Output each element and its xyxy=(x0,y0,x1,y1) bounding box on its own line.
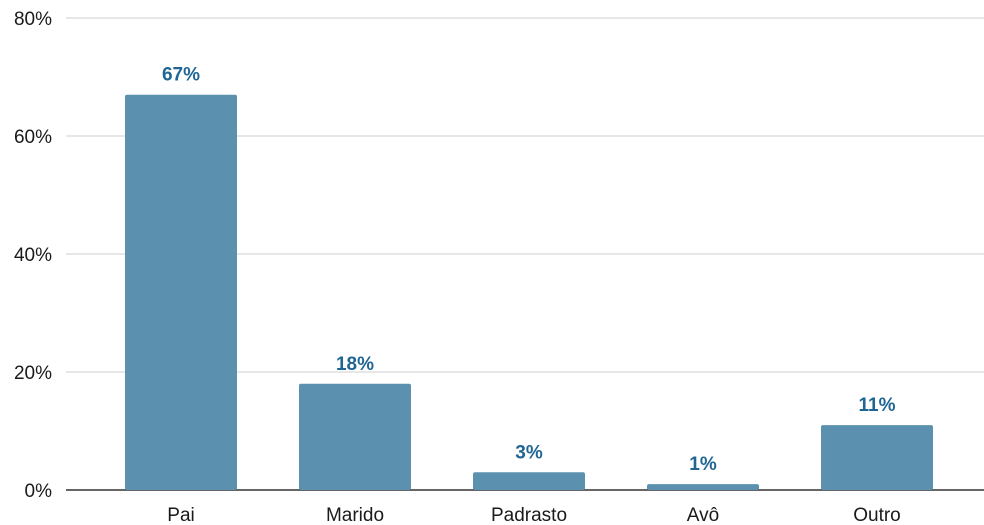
bar-avô xyxy=(647,484,759,490)
y-tick-label: 60% xyxy=(14,127,52,148)
data-label: 18% xyxy=(336,354,374,375)
y-tick-label: 80% xyxy=(14,9,52,30)
x-tick-label: Padrasto xyxy=(491,505,567,525)
labels-layer: 0% 20% 40% 60% 80% 67% Pai 18% Marido 3% Padrasto 1… xyxy=(14,9,901,525)
bar-outro xyxy=(821,425,933,490)
data-label: 3% xyxy=(515,442,543,463)
y-tick-label: 0% xyxy=(25,481,53,502)
x-tick-label: Outro xyxy=(853,505,901,525)
bar-pai xyxy=(125,94,237,490)
data-label: 67% xyxy=(162,65,200,86)
y-tick-label: 20% xyxy=(14,363,52,384)
bar-marido xyxy=(299,383,411,490)
bars-layer xyxy=(125,94,933,490)
bar-padrasto xyxy=(473,472,585,490)
x-tick-label: Pai xyxy=(167,505,194,525)
x-tick-label: Marido xyxy=(326,505,384,525)
x-tick-label: Avô xyxy=(687,505,719,525)
y-tick-label: 40% xyxy=(14,245,52,266)
data-label: 1% xyxy=(689,454,717,475)
data-label: 11% xyxy=(859,395,896,416)
